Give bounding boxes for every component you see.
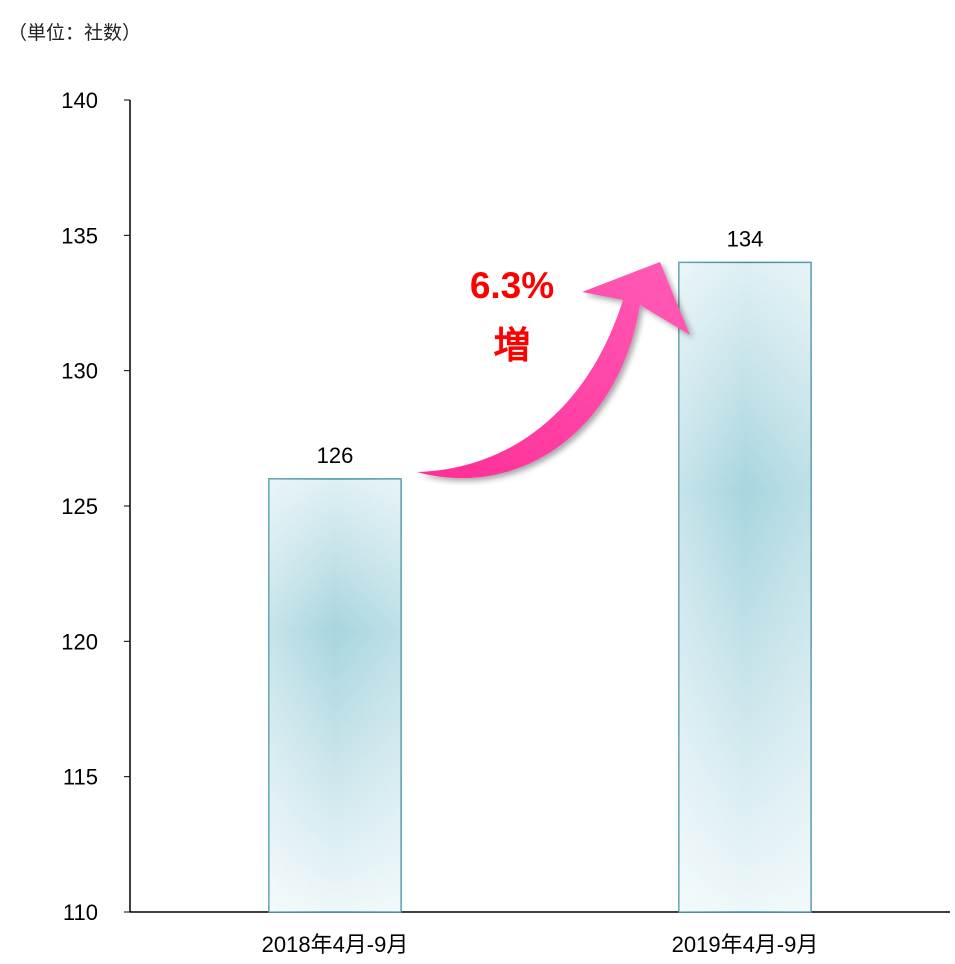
x-tick-label: 2018年4月-9月 — [262, 932, 409, 957]
unit-label: （単位：社数） — [8, 22, 142, 44]
x-tick-label: 2019年4月-9月 — [672, 932, 819, 957]
growth-arrow-shape — [417, 262, 690, 479]
y-tick-label: 130 — [61, 359, 98, 384]
bar-value-label: 126 — [317, 443, 354, 468]
bar-highlight — [269, 478, 401, 912]
y-tick-label: 120 — [61, 629, 98, 654]
y-axis: 110 115 120 125 130 135 140 — [61, 88, 131, 925]
bar-highlight — [679, 262, 811, 912]
y-tick-label: 125 — [61, 494, 98, 519]
x-axis: 2018年4月-9月 2019年4月-9月 — [130, 911, 950, 957]
y-tick-label: 140 — [61, 88, 98, 113]
data-labels: 126 134 — [317, 226, 764, 468]
y-tick-label: 115 — [63, 765, 98, 790]
y-tick-label: 135 — [61, 223, 98, 248]
bar-value-label: 134 — [727, 226, 764, 251]
growth-arrow — [417, 262, 690, 479]
y-tick-label: 110 — [63, 900, 98, 925]
growth-word: 増 — [494, 324, 531, 367]
growth-percent: 6.3% — [470, 265, 554, 306]
bars — [268, 261, 812, 913]
